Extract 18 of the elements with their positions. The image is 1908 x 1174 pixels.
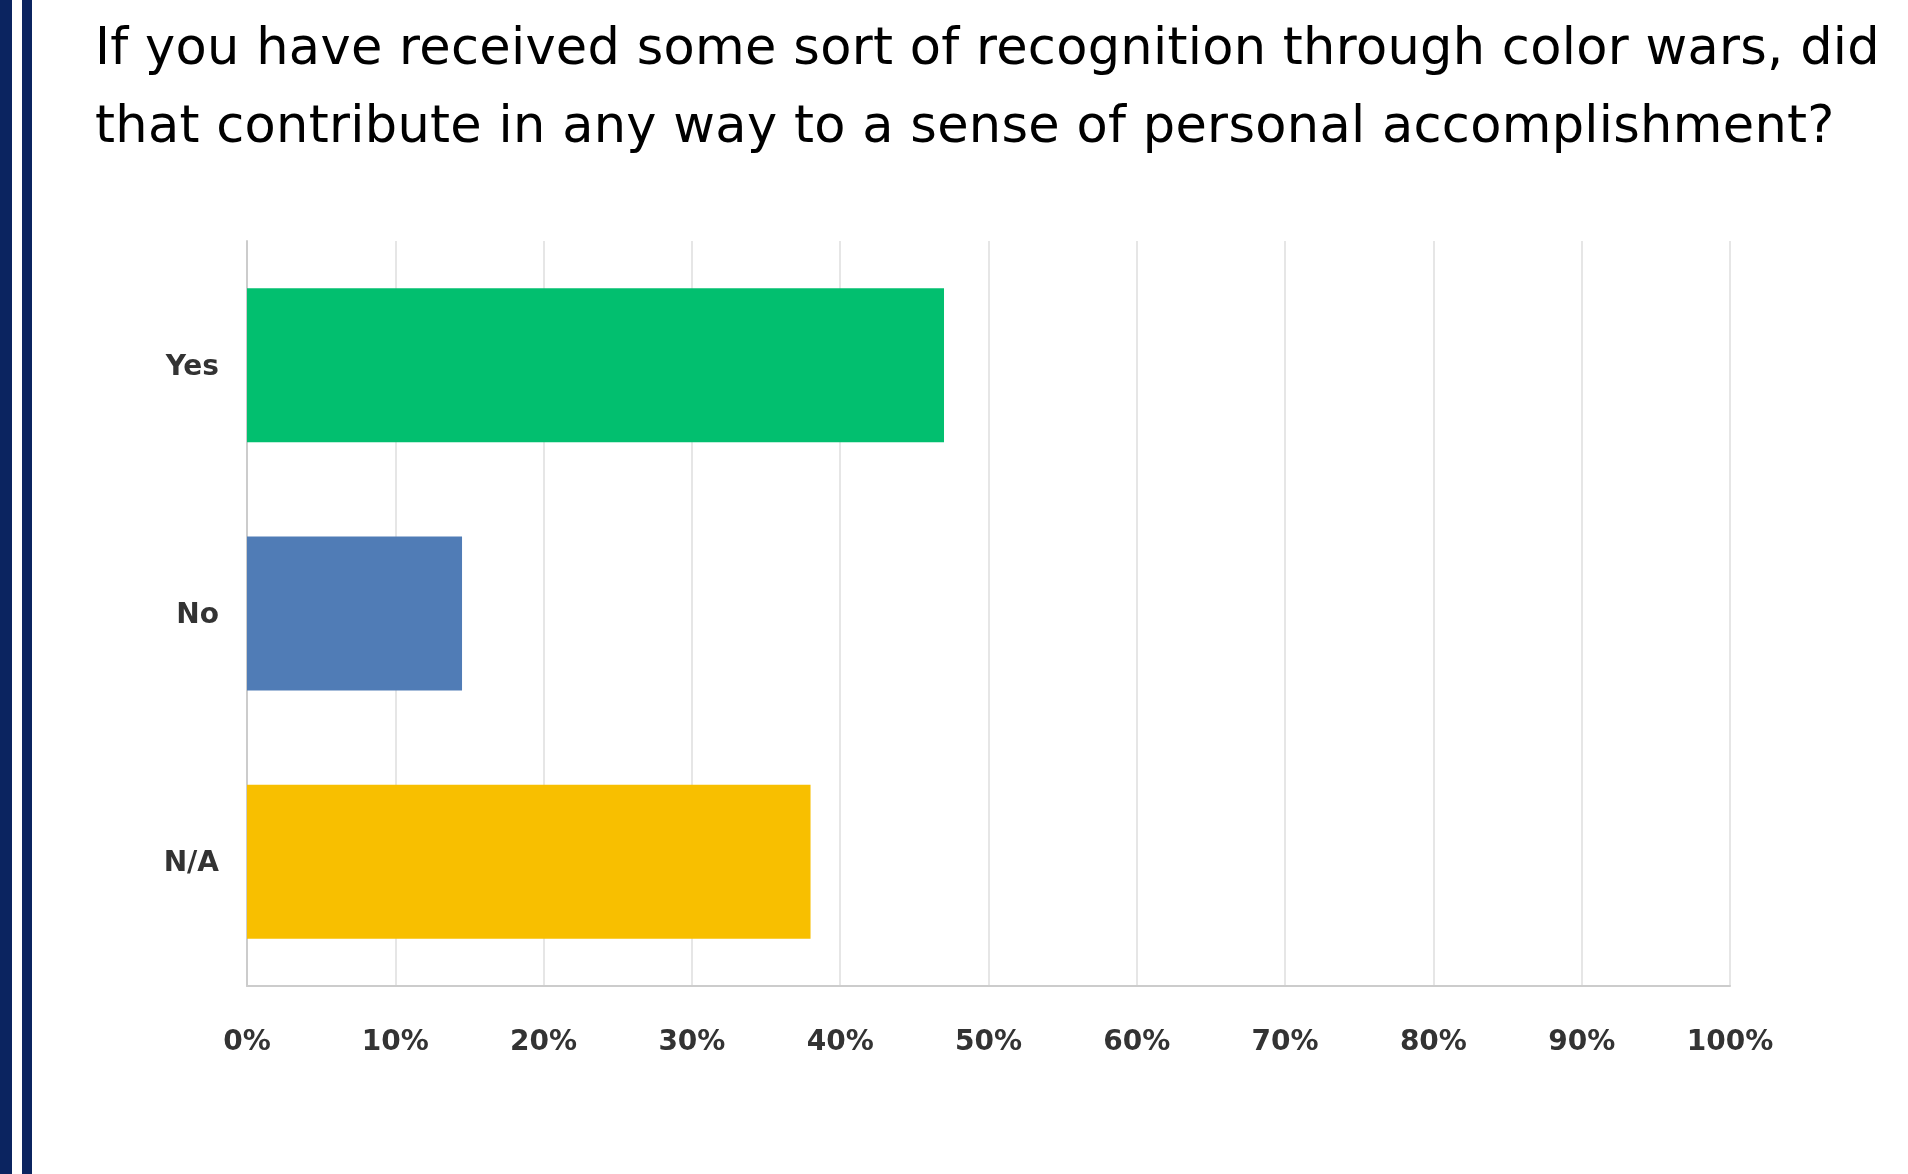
y-tick-label: N/A (163, 845, 220, 879)
bar (247, 536, 463, 691)
x-tick-label: 0% (223, 1023, 271, 1057)
bar (247, 784, 811, 939)
y-tick-label: No (176, 597, 219, 630)
x-tick-label: 40% (806, 1023, 874, 1057)
x-tick-label: 90% (1548, 1023, 1616, 1057)
y-tick-label: Yes (164, 348, 219, 382)
x-tick-label: 60% (1103, 1023, 1171, 1057)
x-tick-label: 70% (1251, 1023, 1319, 1057)
x-tick-label: 30% (658, 1023, 726, 1057)
x-tick-label: 100% (1686, 1023, 1774, 1057)
x-tick-label: 20% (510, 1023, 578, 1057)
chart-title: If you have received some sort of recognition through color wars, did that contribute in any way to a sense of personal accomplishment? (95, 16, 1881, 156)
x-tick-label: 50% (954, 1023, 1023, 1057)
bar (247, 288, 945, 443)
x-tick-label: 10% (361, 1023, 429, 1057)
x-tick-label: 80% (1399, 1023, 1467, 1057)
